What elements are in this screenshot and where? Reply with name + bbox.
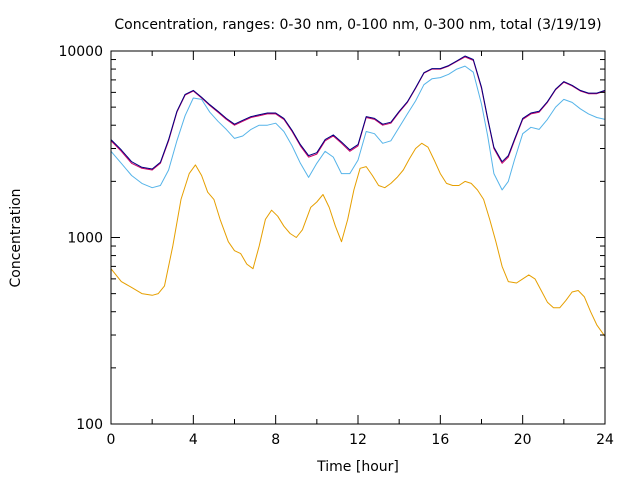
axes-layer: 0 4 8 12 16 20 24 100 1000 10000 (58, 44, 614, 448)
x-tick-label: 4 (189, 432, 198, 448)
x-tick-label: 24 (596, 432, 614, 448)
x-tick-label: 16 (431, 432, 449, 448)
x-tick-label: 0 (107, 432, 116, 448)
x-tick-label: 12 (349, 432, 367, 448)
series-line-1 (110, 142, 606, 337)
y-axis-label: Concentration (8, 188, 24, 287)
x-tick-label: 8 (271, 432, 280, 448)
series-layer (110, 55, 606, 337)
y-tick-label: 10000 (58, 44, 103, 60)
series-line-4 (110, 55, 606, 170)
plot-frame (110, 50, 606, 425)
y-tick-label: 100 (76, 417, 103, 433)
x-axis-label: Time [hour] (316, 459, 399, 475)
x-tick-label: 20 (514, 432, 532, 448)
series-line-2 (110, 65, 606, 191)
y-tick-label: 1000 (67, 231, 103, 247)
chart-title: Concentration, ranges: 0-30 nm, 0-100 nm… (114, 17, 601, 33)
